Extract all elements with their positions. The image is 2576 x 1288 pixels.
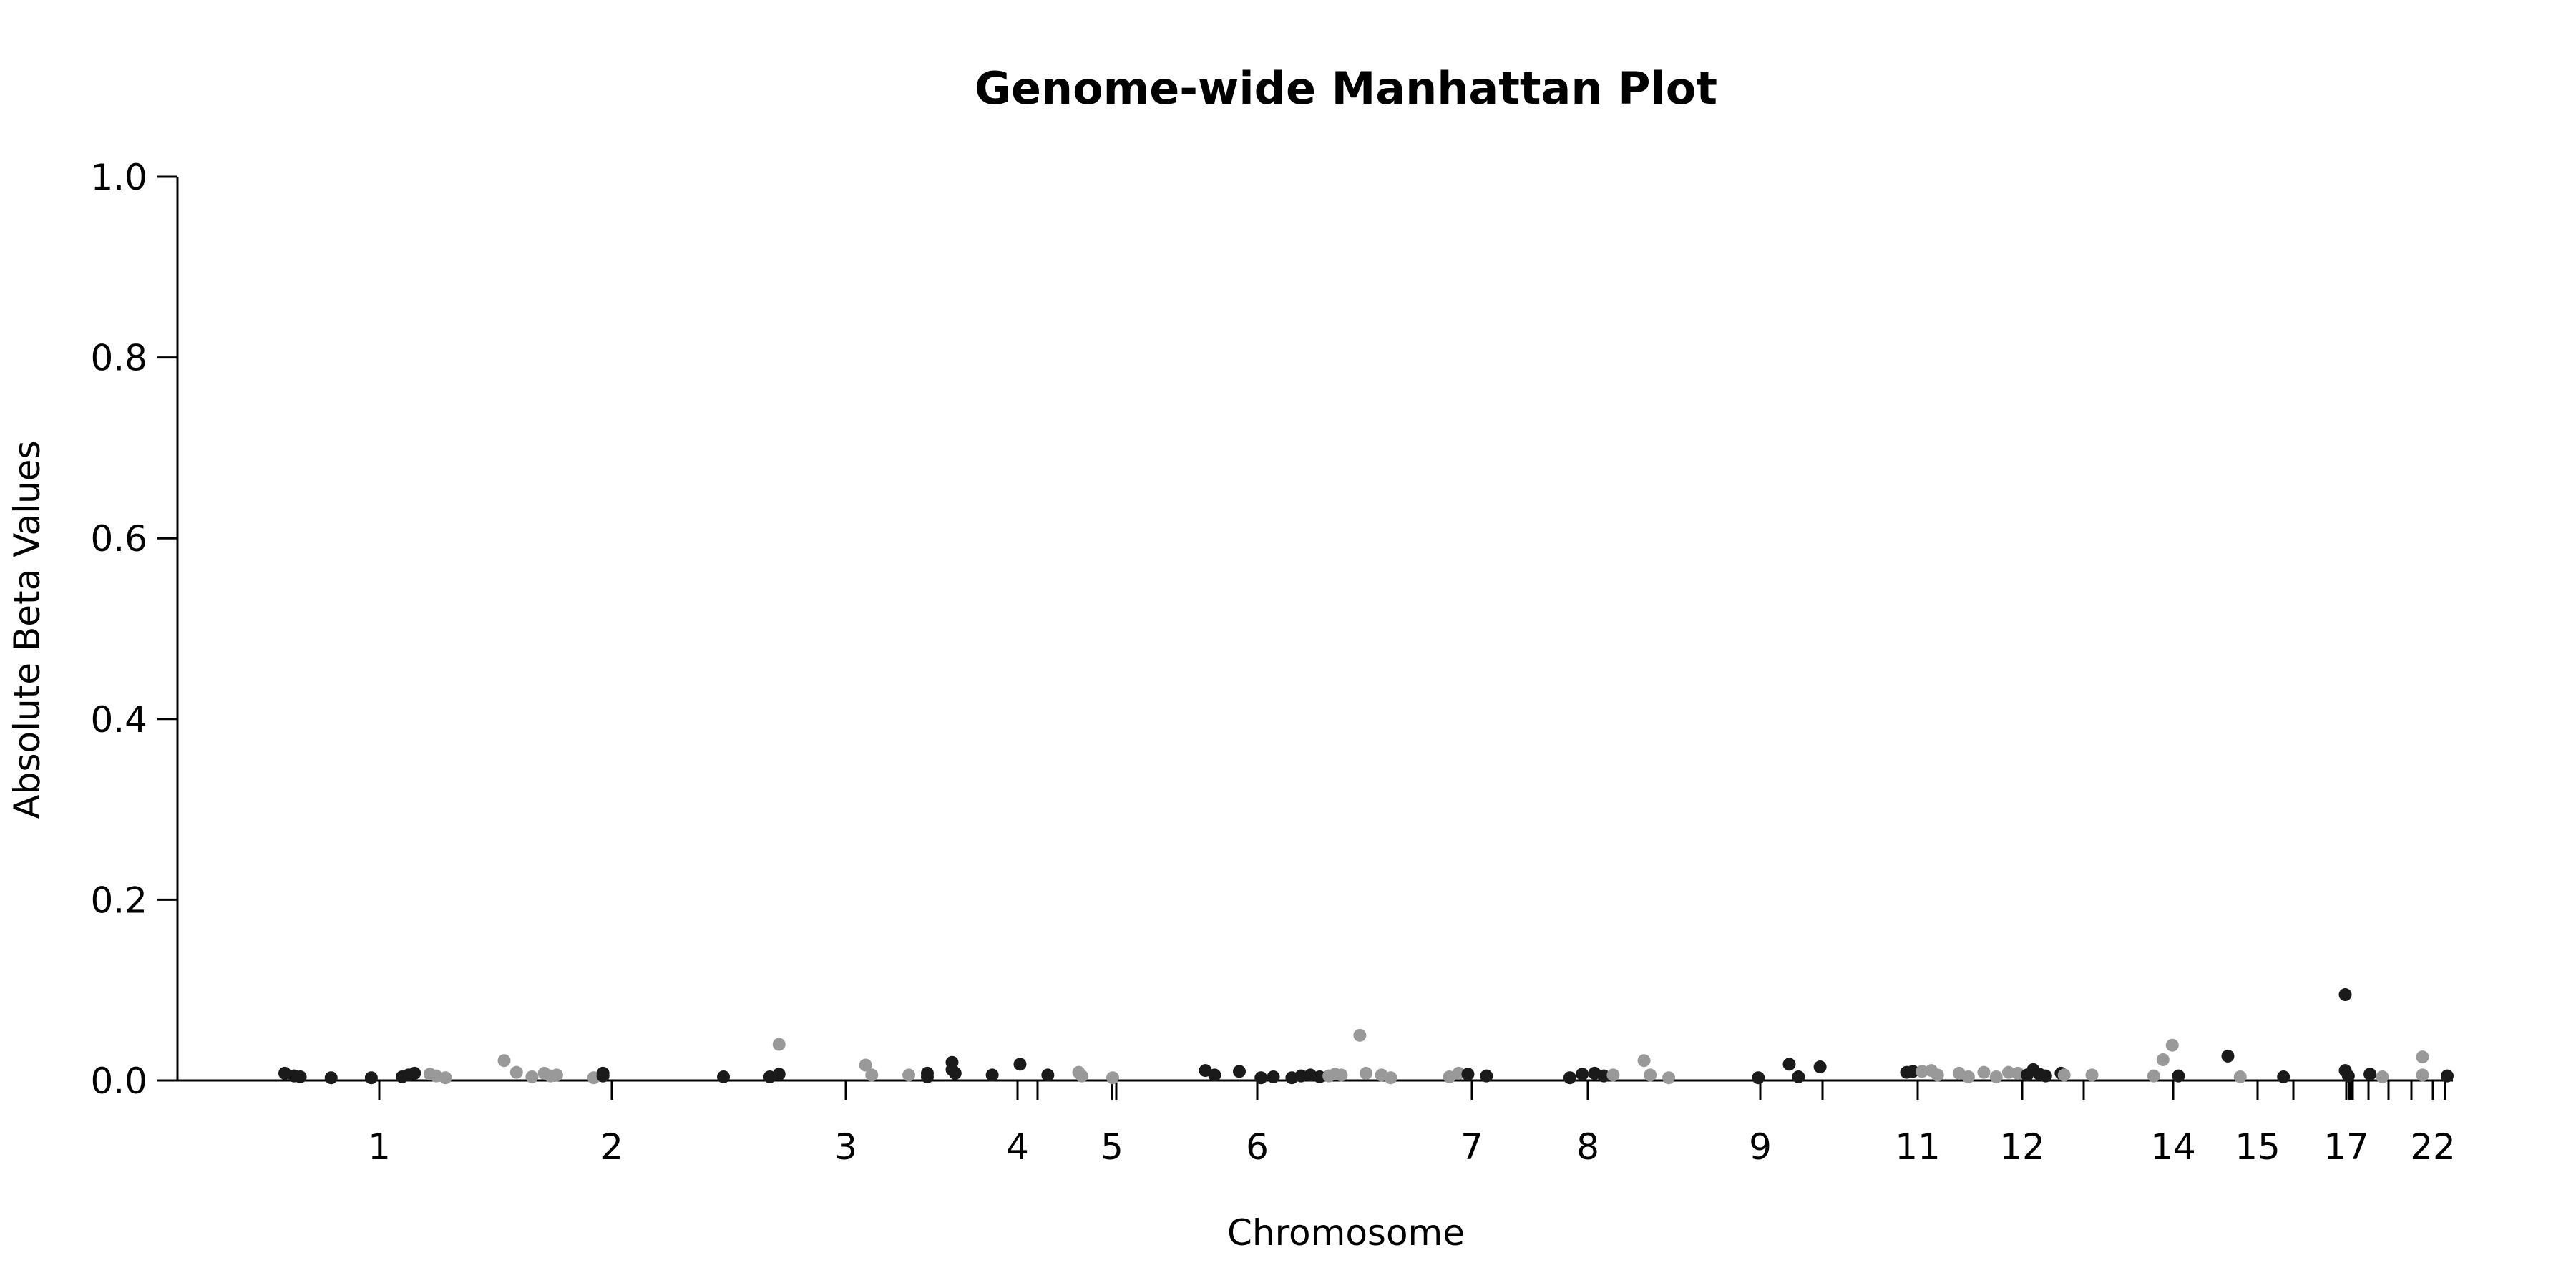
data-point <box>2057 1068 2071 1082</box>
data-point <box>1644 1068 1657 1082</box>
data-point <box>1662 1071 1676 1085</box>
data-point <box>439 1071 452 1085</box>
x-tick-label: 22 <box>2410 1126 2456 1168</box>
x-tick-label: 4 <box>1006 1126 1029 1168</box>
data-point <box>293 1070 307 1083</box>
data-point <box>1752 1071 1765 1085</box>
chart-title: Genome-wide Manhattan Plot <box>975 62 1717 114</box>
data-point <box>865 1068 879 1082</box>
data-point <box>1792 1070 1805 1083</box>
data-point <box>2441 1069 2454 1083</box>
data-point <box>2416 1050 2429 1064</box>
data-point <box>2147 1069 2160 1083</box>
data-point <box>1989 1070 2003 1083</box>
x-tick-label: 14 <box>2150 1126 2196 1168</box>
data-points <box>278 988 2454 1085</box>
data-point <box>2233 1070 2247 1083</box>
data-point <box>1480 1069 1493 1083</box>
data-point <box>1041 1068 1055 1082</box>
data-point <box>2039 1069 2052 1083</box>
data-point <box>509 1065 523 1079</box>
x-tick-label: 1 <box>368 1126 391 1168</box>
data-point <box>1576 1068 1589 1081</box>
data-point <box>596 1069 610 1083</box>
y-tick-label: 0.2 <box>90 879 147 921</box>
data-point <box>2277 1070 2290 1083</box>
data-point <box>948 1066 962 1080</box>
y-axis-title: Absolute Beta Values <box>6 441 48 819</box>
data-point <box>2416 1068 2429 1082</box>
data-point <box>497 1054 511 1068</box>
x-tick-label: 9 <box>1749 1126 1772 1168</box>
x-tick-label: 7 <box>1460 1126 1483 1168</box>
data-point <box>2001 1065 2015 1079</box>
y-tick-label: 0.8 <box>90 338 147 379</box>
data-point <box>1232 1065 1246 1078</box>
data-point <box>772 1038 786 1051</box>
data-point <box>364 1071 378 1085</box>
data-point <box>717 1070 731 1083</box>
x-tick-label: 2 <box>600 1126 623 1168</box>
data-point <box>1977 1065 1991 1079</box>
x-tick-label: 15 <box>2235 1126 2280 1168</box>
x-tick-label: 3 <box>834 1126 857 1168</box>
data-point <box>2221 1049 2235 1063</box>
data-point <box>1916 1065 1929 1078</box>
data-point <box>1782 1058 1796 1071</box>
data-point <box>1353 1028 1367 1042</box>
y-tick-label: 1.0 <box>90 157 147 198</box>
data-point <box>2341 1069 2355 1083</box>
data-point <box>1606 1068 1620 1082</box>
data-point <box>859 1058 872 1072</box>
data-point <box>1452 1066 1465 1080</box>
data-point <box>1335 1068 1348 1082</box>
data-point <box>1106 1071 1119 1085</box>
data-point <box>1267 1070 1280 1083</box>
data-point <box>1384 1071 1397 1085</box>
y-tick-label: 0.0 <box>90 1060 147 1102</box>
data-point <box>1813 1060 1827 1074</box>
data-point <box>2085 1068 2099 1082</box>
data-point <box>550 1068 563 1082</box>
data-point <box>1961 1070 1975 1083</box>
data-point <box>902 1068 916 1082</box>
data-point <box>324 1071 338 1085</box>
data-point <box>1360 1066 1372 1080</box>
x-axis-title: Chromosome <box>1227 1212 1465 1254</box>
data-point <box>2165 1038 2179 1052</box>
data-point <box>1563 1071 1576 1085</box>
x-tick-label: 6 <box>1246 1126 1269 1168</box>
data-point <box>920 1070 934 1083</box>
data-point <box>2172 1069 2185 1083</box>
y-tick-label: 0.4 <box>90 699 147 741</box>
data-point <box>2376 1070 2389 1083</box>
data-point <box>1208 1068 1221 1082</box>
x-tick-label: 12 <box>1999 1126 2045 1168</box>
data-point <box>1013 1058 1027 1071</box>
data-point <box>1461 1068 1475 1081</box>
data-point <box>1931 1068 1944 1082</box>
data-point <box>1294 1069 1308 1083</box>
data-point <box>985 1068 999 1082</box>
data-point <box>2363 1068 2377 1081</box>
x-tick-label: 17 <box>2323 1126 2369 1168</box>
data-point <box>1906 1065 1920 1078</box>
data-point <box>2338 988 2352 1002</box>
y-tick-label: 0.6 <box>90 518 147 560</box>
chart-axes: 0.00.20.40.60.81.01 2 3 4 5 6 7 8 9 11 12 14 15 17 22 <box>90 157 2455 1168</box>
x-tick-label: 11 <box>1895 1126 1941 1168</box>
data-point <box>772 1068 786 1081</box>
data-point <box>408 1066 421 1080</box>
data-point <box>525 1070 539 1083</box>
x-tick-label: 8 <box>1576 1126 1599 1168</box>
data-point <box>1254 1071 1268 1085</box>
data-point <box>1597 1069 1611 1083</box>
data-point <box>1075 1069 1088 1083</box>
x-tick-label: 5 <box>1101 1126 1123 1168</box>
data-point <box>1637 1054 1651 1068</box>
data-point <box>2156 1053 2170 1066</box>
data-point <box>1313 1070 1327 1083</box>
